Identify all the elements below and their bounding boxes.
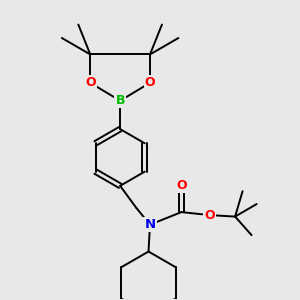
Text: O: O <box>145 76 155 89</box>
Text: O: O <box>85 76 96 89</box>
Text: O: O <box>176 179 187 192</box>
Text: N: N <box>144 218 156 231</box>
Text: B: B <box>116 94 125 107</box>
Text: O: O <box>204 208 215 222</box>
